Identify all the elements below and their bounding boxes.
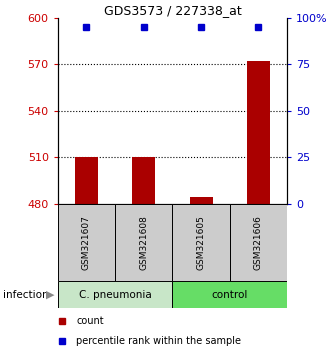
Text: GSM321607: GSM321607 [82, 215, 91, 270]
Title: GDS3573 / 227338_at: GDS3573 / 227338_at [104, 4, 241, 17]
Bar [58, 281, 173, 308]
Text: percentile rank within the sample: percentile rank within the sample [76, 336, 241, 346]
Bar [247, 61, 270, 204]
Text: GSM321605: GSM321605 [197, 215, 206, 270]
Bar [190, 197, 213, 204]
Bar [173, 204, 230, 281]
Text: control: control [212, 290, 248, 300]
Bar [115, 204, 173, 281]
Bar [173, 281, 287, 308]
Text: C. pneumonia: C. pneumonia [79, 290, 151, 300]
Bar [75, 157, 98, 204]
Text: ▶: ▶ [46, 290, 54, 300]
Text: infection: infection [3, 290, 49, 300]
Text: GSM321606: GSM321606 [254, 215, 263, 270]
Bar [132, 157, 155, 204]
Text: count: count [76, 316, 104, 326]
Text: GSM321608: GSM321608 [139, 215, 148, 270]
Bar [58, 204, 115, 281]
Bar [230, 204, 287, 281]
